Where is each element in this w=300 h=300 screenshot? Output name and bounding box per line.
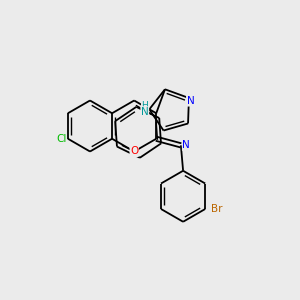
- Text: H: H: [141, 101, 148, 110]
- Text: N: N: [141, 107, 148, 117]
- Text: Br: Br: [211, 204, 223, 214]
- Text: Cl: Cl: [56, 134, 66, 144]
- Text: N: N: [187, 96, 194, 106]
- Text: N: N: [182, 140, 190, 150]
- Text: O: O: [130, 146, 138, 157]
